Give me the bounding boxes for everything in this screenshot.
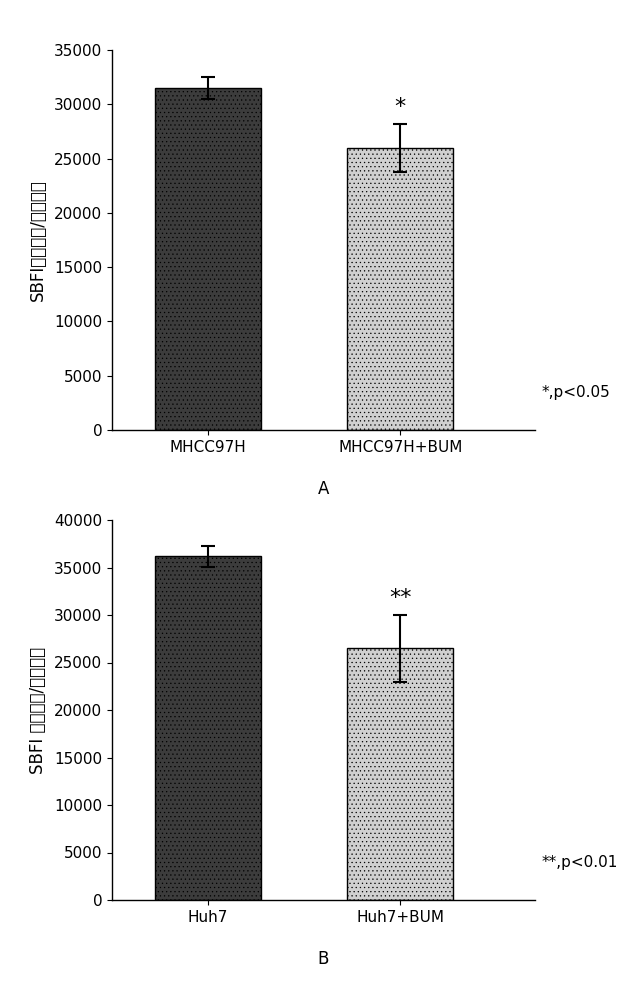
Y-axis label: SBFI 荧光强度/毫克蛋白: SBFI 荧光强度/毫克蛋白 [29, 646, 47, 774]
Text: **: ** [389, 588, 412, 608]
Text: *,p<0.05: *,p<0.05 [541, 385, 610, 400]
Text: **,p<0.01: **,p<0.01 [541, 855, 618, 870]
Y-axis label: SBFI荧光强度/毫克蛋白: SBFI荧光强度/毫克蛋白 [29, 179, 47, 301]
Text: A: A [318, 480, 329, 498]
Text: B: B [318, 950, 329, 968]
Text: *: * [395, 97, 406, 117]
Bar [156, 88, 261, 430]
Bar [156, 556, 261, 900]
Bar [348, 148, 453, 430]
Bar [348, 648, 453, 900]
